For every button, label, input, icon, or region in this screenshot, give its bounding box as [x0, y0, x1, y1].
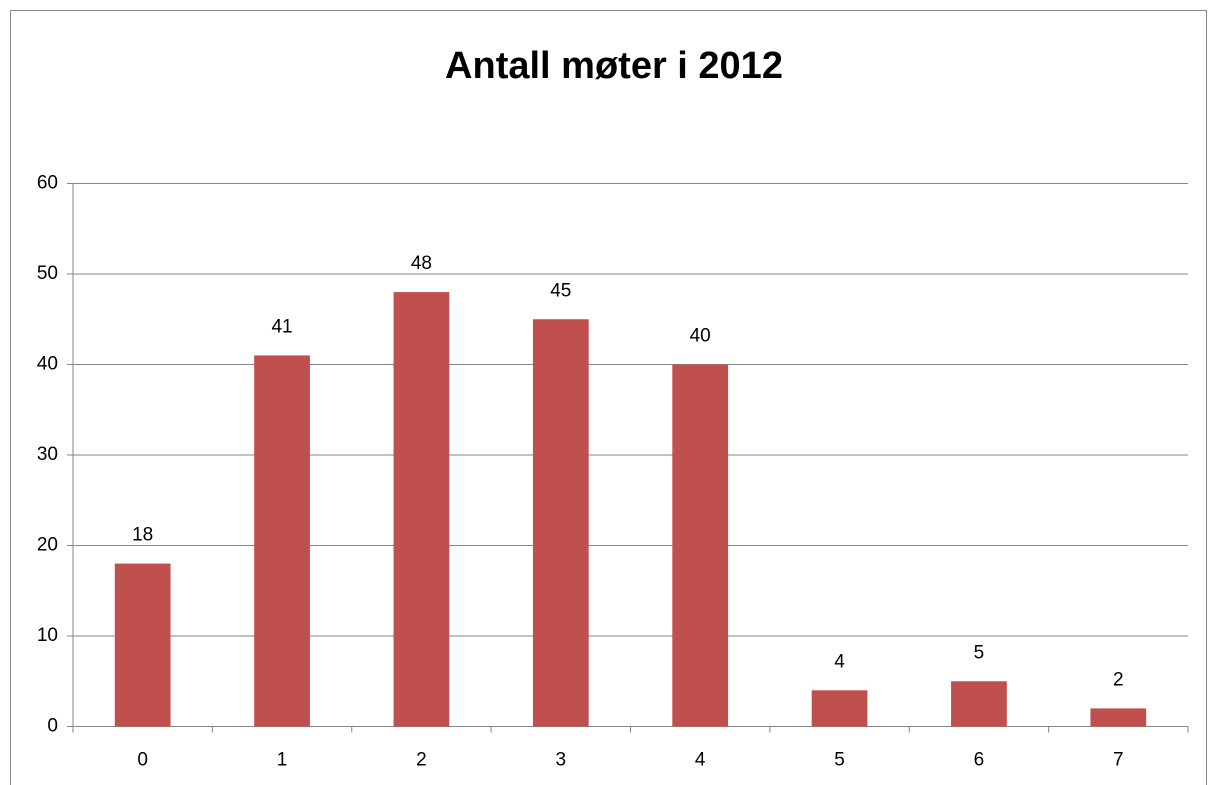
- bar: [114, 563, 171, 727]
- y-tick-label: 20: [37, 535, 58, 556]
- y-tick-label: 0: [47, 716, 58, 737]
- bar: [951, 681, 1007, 727]
- bar: [254, 355, 310, 727]
- x-tick-label: 2: [416, 750, 427, 771]
- bar: [672, 364, 729, 727]
- data-label: 5: [974, 642, 985, 663]
- x-tick-label: 0: [137, 750, 148, 771]
- data-label: 18: [132, 525, 153, 546]
- x-tick-label: 6: [974, 750, 985, 771]
- data-label: 4: [834, 651, 845, 672]
- x-tick-label: 4: [695, 750, 706, 771]
- data-label: 40: [690, 326, 711, 347]
- y-tick-label: 40: [37, 354, 58, 375]
- y-tick-label: 30: [37, 444, 58, 465]
- bar: [393, 292, 450, 727]
- x-tick-label: 3: [556, 750, 567, 771]
- data-label: 48: [411, 253, 432, 274]
- chart-frame: [10, 10, 1207, 785]
- bar: [532, 319, 589, 727]
- y-tick-label: 50: [37, 263, 58, 284]
- x-tick-label: 5: [834, 750, 845, 771]
- chart-title: Antall møter i 2012: [445, 45, 783, 87]
- x-tick-label: 1: [277, 750, 288, 771]
- data-label: 45: [550, 280, 571, 301]
- bar: [1090, 708, 1147, 727]
- x-tick-label: 7: [1113, 750, 1124, 771]
- data-label: 41: [271, 316, 292, 337]
- y-tick-label: 60: [37, 173, 58, 194]
- bar: [811, 690, 868, 727]
- data-label: 2: [1113, 669, 1124, 690]
- y-tick-label: 10: [37, 625, 58, 646]
